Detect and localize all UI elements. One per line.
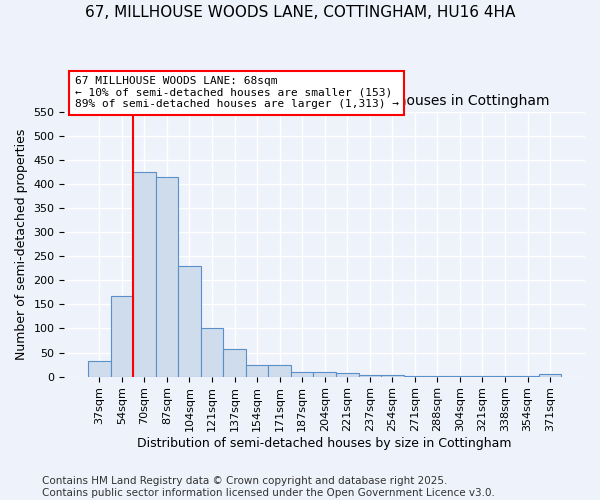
Bar [110, 296, 133, 376]
Text: 67, MILLHOUSE WOODS LANE, COTTINGHAM, HU16 4HA: 67, MILLHOUSE WOODS LANE, COTTINGHAM, HU… [85, 5, 515, 20]
Y-axis label: Number of semi-detached properties: Number of semi-detached properties [15, 128, 28, 360]
Text: 67 MILLHOUSE WOODS LANE: 68sqm
← 10% of semi-detached houses are smaller (153)
8: 67 MILLHOUSE WOODS LANE: 68sqm ← 10% of … [75, 76, 399, 110]
Bar [133, 172, 155, 376]
Bar [246, 364, 268, 376]
Bar [336, 372, 359, 376]
Bar [88, 360, 110, 376]
Bar [201, 328, 223, 376]
Bar [539, 374, 562, 376]
Text: Contains HM Land Registry data © Crown copyright and database right 2025.
Contai: Contains HM Land Registry data © Crown c… [42, 476, 495, 498]
Bar [291, 372, 313, 376]
Bar [223, 348, 246, 376]
Title: Size of property relative to semi-detached houses in Cottingham: Size of property relative to semi-detach… [100, 94, 550, 108]
X-axis label: Distribution of semi-detached houses by size in Cottingham: Distribution of semi-detached houses by … [137, 437, 512, 450]
Bar [268, 364, 291, 376]
Bar [155, 177, 178, 376]
Bar [381, 375, 404, 376]
Bar [359, 374, 381, 376]
Bar [313, 372, 336, 376]
Bar [178, 266, 201, 376]
